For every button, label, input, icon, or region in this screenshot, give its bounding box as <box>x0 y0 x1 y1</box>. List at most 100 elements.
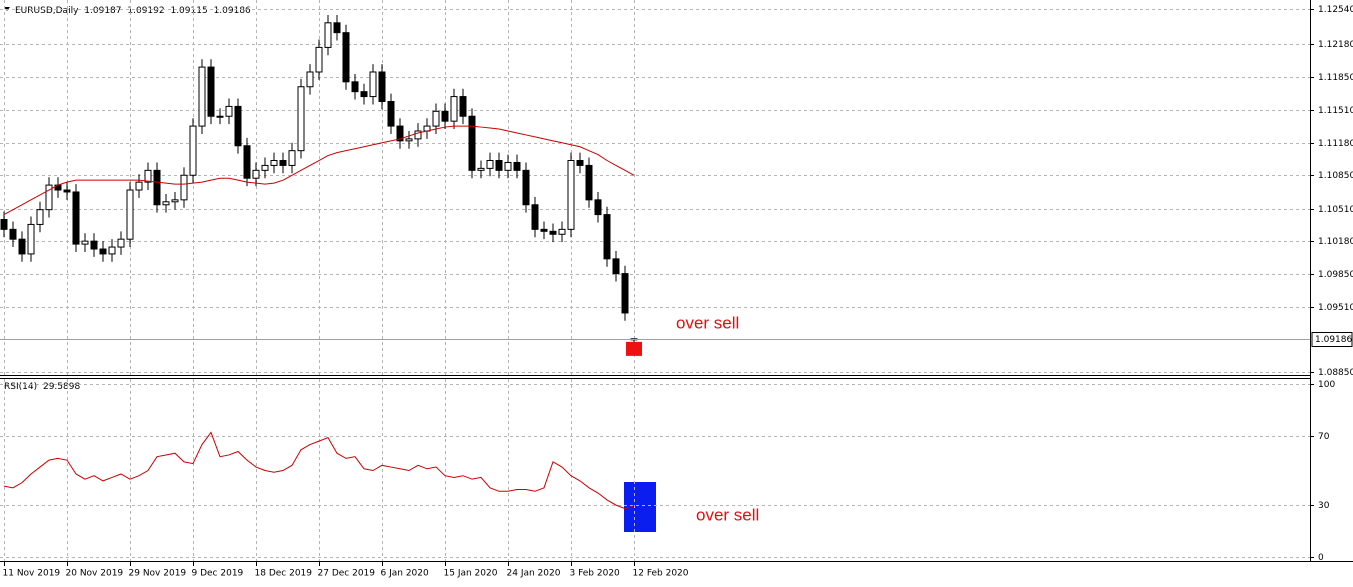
x-tick-label: 29 Nov 2019 <box>129 569 187 579</box>
candle-body <box>495 160 503 171</box>
candle-body <box>297 86 305 152</box>
y-tick-label: 1.08850 <box>1318 368 1353 378</box>
y-tick-label: 1.10180 <box>1318 237 1353 247</box>
x-tick-label: 15 Jan 2020 <box>444 569 498 579</box>
x-tick-label: 12 Feb 2020 <box>633 569 689 579</box>
candle-body <box>414 130 422 140</box>
candle-body <box>576 160 584 166</box>
candle-body <box>135 181 143 191</box>
current-price-label: 1.09186 <box>1315 335 1352 345</box>
candle-body <box>405 138 413 142</box>
candle-body <box>432 110 440 127</box>
y-tick-label: 1.10510 <box>1318 205 1353 215</box>
candle-body <box>261 164 269 171</box>
candle-body <box>153 169 161 206</box>
candle-body <box>9 228 17 240</box>
ohlc-value: 1.09186 <box>214 6 251 16</box>
rsi-title: RSI(14) <box>4 382 37 392</box>
candle-body <box>342 32 350 83</box>
candle-body <box>585 164 593 201</box>
candle-body <box>108 246 116 255</box>
candle-body <box>0 219 8 230</box>
rsi-value: 29.5898 <box>43 382 80 392</box>
candle-body <box>144 169 152 183</box>
rsi-line <box>3 431 635 510</box>
candle-body <box>351 81 359 93</box>
candle-body <box>477 167 485 171</box>
candle-body <box>522 169 530 206</box>
candle-body <box>63 189 71 193</box>
candle-body <box>468 115 476 171</box>
candle-body <box>288 150 296 166</box>
x-tick-label: 6 Jan 2020 <box>381 569 429 579</box>
ohlc-value: 1.09192 <box>127 6 164 16</box>
candle-body <box>324 22 332 48</box>
signal-marker <box>626 341 642 356</box>
symbol: EURUSD,Daily <box>15 6 79 16</box>
candle-body <box>99 248 107 255</box>
y-tick-label: 1.11850 <box>1318 73 1353 83</box>
y-tick-label: 1.09510 <box>1318 303 1353 313</box>
candle-body <box>531 204 539 230</box>
candle-body <box>486 160 494 169</box>
candle-body <box>540 228 548 232</box>
y-tick-label: 1.09850 <box>1318 270 1353 280</box>
candle-body <box>549 230 557 235</box>
candle-body <box>18 238 26 255</box>
candle-body <box>207 66 215 117</box>
candle-body <box>504 161 512 171</box>
candle-body <box>81 240 89 245</box>
candle-body <box>315 46 323 73</box>
candle-body <box>171 199 179 203</box>
x-tick-label: 18 Dec 2019 <box>255 569 313 579</box>
y-tick-label: 1.10850 <box>1318 171 1353 181</box>
candle-body <box>306 71 314 88</box>
candle-body <box>513 161 521 171</box>
candle-body <box>234 105 242 147</box>
candle-body <box>360 91 368 98</box>
candle-body <box>270 160 278 166</box>
y-tick-label: 1.11510 <box>1318 106 1353 116</box>
annotation: over sell <box>676 313 739 332</box>
candle-body <box>558 228 566 235</box>
candle-body <box>612 258 620 275</box>
y-tick-label: 30 <box>1318 501 1330 511</box>
x-tick-label: 27 Dec 2019 <box>318 569 376 579</box>
candle-body <box>252 169 260 179</box>
candle-body <box>27 223 35 255</box>
x-tick-label: 24 Jan 2020 <box>507 569 561 579</box>
candle-body <box>243 145 251 179</box>
y-tick-label: 1.12180 <box>1318 40 1353 50</box>
candle-body <box>369 71 377 98</box>
y-tick-label: 1.12540 <box>1318 5 1353 15</box>
candle-body <box>396 125 404 142</box>
candle-body <box>459 96 467 117</box>
candle-body <box>594 199 602 216</box>
candle-body <box>603 214 611 260</box>
rsi-header: RSI(14) 29.5898 <box>4 382 80 392</box>
candle-body <box>45 184 53 211</box>
y-tick-label: 0 <box>1318 553 1324 563</box>
candle-body <box>198 66 206 127</box>
candle-body <box>279 160 287 166</box>
y-tick-label: 1.11180 <box>1318 139 1353 149</box>
x-tick-label: 20 Nov 2019 <box>66 569 124 579</box>
candle-body <box>621 273 629 314</box>
y-tick-label: 70 <box>1318 432 1330 442</box>
x-tick-label: 3 Feb 2020 <box>570 569 621 579</box>
candle-body <box>333 22 341 34</box>
ohlc-value: 1.09187 <box>84 6 121 16</box>
candle-body <box>90 240 98 250</box>
y-tick-label: 100 <box>1318 380 1335 390</box>
candle-body <box>225 105 233 117</box>
candle-body <box>387 100 395 127</box>
candle-body <box>36 209 44 225</box>
candle-body <box>126 189 134 240</box>
candle-body <box>567 160 575 230</box>
candle-body <box>72 191 80 245</box>
annotation: over sell <box>696 505 759 524</box>
candle-body <box>189 125 197 176</box>
moving-average <box>3 125 635 216</box>
